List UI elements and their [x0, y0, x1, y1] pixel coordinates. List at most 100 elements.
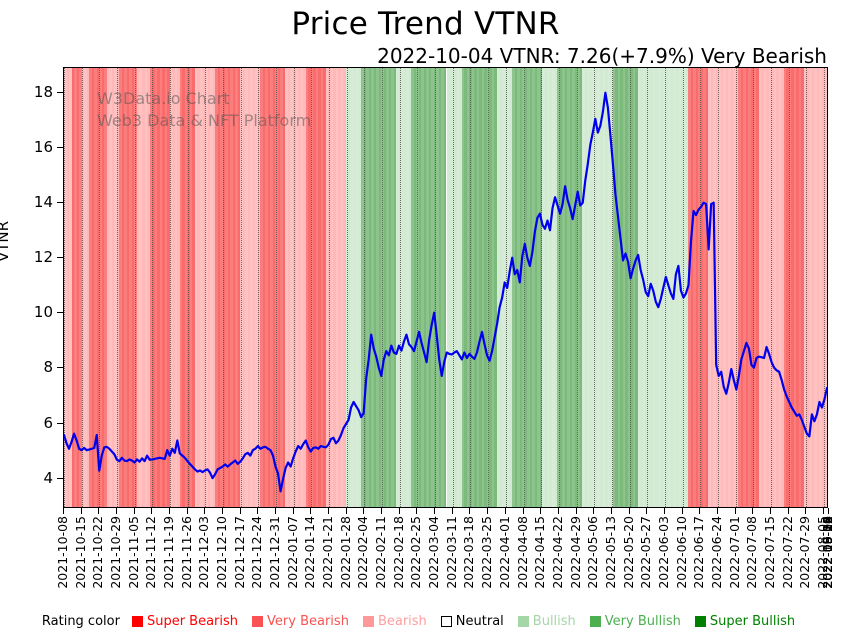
- x-tick-label: 2021-11-12: [143, 516, 159, 589]
- rating-band-stripe: [335, 68, 339, 507]
- x-tick-mark: [169, 508, 171, 514]
- rating-band-stripe: [688, 68, 691, 507]
- x-tick-label: 2021-12-31: [266, 516, 282, 589]
- legend-item[interactable]: Very Bearish: [252, 614, 349, 629]
- legend-swatch: [362, 616, 374, 627]
- rating-band: [119, 68, 137, 507]
- rating-band-stripe: [154, 68, 158, 507]
- y-tick-mark: [57, 477, 63, 479]
- x-tick-label: 2021-12-24: [249, 516, 265, 589]
- x-tick-label: 2022-01-28: [337, 516, 353, 589]
- y-tick-mark: [57, 367, 63, 369]
- x-tick-label: 2022-01-14: [302, 516, 318, 589]
- x-tick-label: 2021-10-15: [72, 516, 88, 589]
- x-tick-label: 2021-12-03: [196, 516, 212, 589]
- rating-band-stripe: [174, 68, 178, 507]
- rating-band: [325, 68, 346, 507]
- legend-item[interactable]: Very Bullish: [589, 614, 681, 629]
- x-tick-mark: [133, 508, 135, 514]
- x-tick-mark: [681, 508, 683, 514]
- rating-band-stripe: [360, 68, 364, 507]
- rating-band-stripe: [567, 68, 570, 507]
- rating-band-stripe: [194, 68, 198, 507]
- x-tick-mark: [805, 508, 807, 514]
- y-tick-mark: [57, 202, 63, 204]
- rating-band-stripe: [285, 68, 289, 507]
- x-tick-mark: [63, 508, 64, 514]
- rating-band-stripe: [84, 68, 87, 507]
- rating-band: [511, 68, 543, 507]
- x-tick-label: 2021-10-22: [90, 516, 106, 589]
- legend-swatch: [589, 616, 601, 627]
- rating-band-stripe: [149, 68, 153, 507]
- rating-band: [688, 68, 709, 507]
- x-tick-mark: [398, 508, 400, 514]
- rating-band-stripe: [164, 68, 168, 507]
- rating-band: [260, 68, 286, 507]
- legend-item[interactable]: Bullish: [517, 614, 576, 629]
- rating-band-stripe: [320, 68, 324, 507]
- price-line: [64, 91, 827, 493]
- rating-band-stripe: [778, 68, 782, 507]
- rating-band-stripe: [109, 68, 112, 507]
- rating-band: [64, 68, 72, 507]
- rating-band: [285, 68, 306, 507]
- rating-band: [149, 68, 170, 507]
- rating-band-stripe: [134, 68, 138, 507]
- rating-band-stripe: [129, 68, 133, 507]
- legend-swatch: [440, 616, 452, 627]
- x-tick-mark: [522, 508, 524, 514]
- x-tick-mark: [310, 508, 312, 514]
- rating-band-stripe: [199, 68, 203, 507]
- rating-band-stripe: [260, 68, 263, 507]
- rating-band-stripe: [491, 68, 495, 507]
- rating-band-stripe: [280, 68, 284, 507]
- x-tick-mark: [328, 508, 330, 514]
- legend-label: Bearish: [377, 614, 427, 629]
- rating-band-stripe: [798, 68, 802, 507]
- legend-label: Very Bearish: [267, 614, 349, 629]
- rating-band-stripe: [144, 68, 148, 507]
- rating-band: [461, 68, 497, 507]
- y-tick-mark: [57, 422, 63, 424]
- rating-band-stripe: [537, 68, 540, 507]
- rating-band-stripe: [637, 68, 641, 507]
- legend-item[interactable]: Bearish: [362, 614, 427, 629]
- rating-band-stripe: [456, 68, 460, 507]
- rating-band-stripe: [481, 68, 485, 507]
- legend-label: Bullish: [532, 614, 576, 629]
- x-tick-label: 2022-02-04: [355, 516, 371, 589]
- y-tick-label: 6: [43, 413, 53, 432]
- rating-band-stripe: [411, 68, 414, 507]
- rating-band-stripe: [597, 68, 601, 507]
- legend-item[interactable]: Super Bearish: [131, 614, 238, 629]
- y-axis-label: VTNR: [0, 220, 12, 262]
- rating-band-stripe: [818, 68, 822, 507]
- x-tick-label: 2021-12-10: [213, 516, 229, 589]
- legend-item[interactable]: Neutral: [440, 614, 504, 629]
- x-tick-label: 2022-06-03: [655, 516, 671, 589]
- y-tick-mark: [57, 146, 63, 148]
- price-line-svg: [64, 91, 827, 493]
- y-tick-label: 8: [43, 358, 53, 377]
- x-tick-label: 2021-11-19: [160, 516, 176, 589]
- rating-band-stripe: [436, 68, 440, 507]
- x-tick-label: 2022-02-18: [390, 516, 406, 589]
- x-tick-label: 2021-10-29: [107, 516, 123, 589]
- rating-band-stripe: [114, 68, 117, 507]
- rating-band-stripe: [808, 68, 812, 507]
- rating-band-stripe: [406, 68, 409, 507]
- rating-band: [557, 68, 583, 507]
- y-tick-label: 18: [33, 82, 53, 101]
- rating-band-stripe: [355, 68, 359, 507]
- rating-band-stripe: [441, 68, 445, 507]
- x-tick-mark: [434, 508, 436, 514]
- legend-item[interactable]: Super Bullish: [694, 614, 795, 629]
- rating-band-stripe: [265, 68, 268, 507]
- rating-band: [411, 68, 447, 507]
- rating-band-stripe: [577, 68, 580, 507]
- y-tick-label: 16: [33, 137, 53, 156]
- rating-band-stripe: [652, 68, 656, 507]
- rating-band-stripe: [124, 68, 128, 507]
- rating-band-stripe: [446, 68, 450, 507]
